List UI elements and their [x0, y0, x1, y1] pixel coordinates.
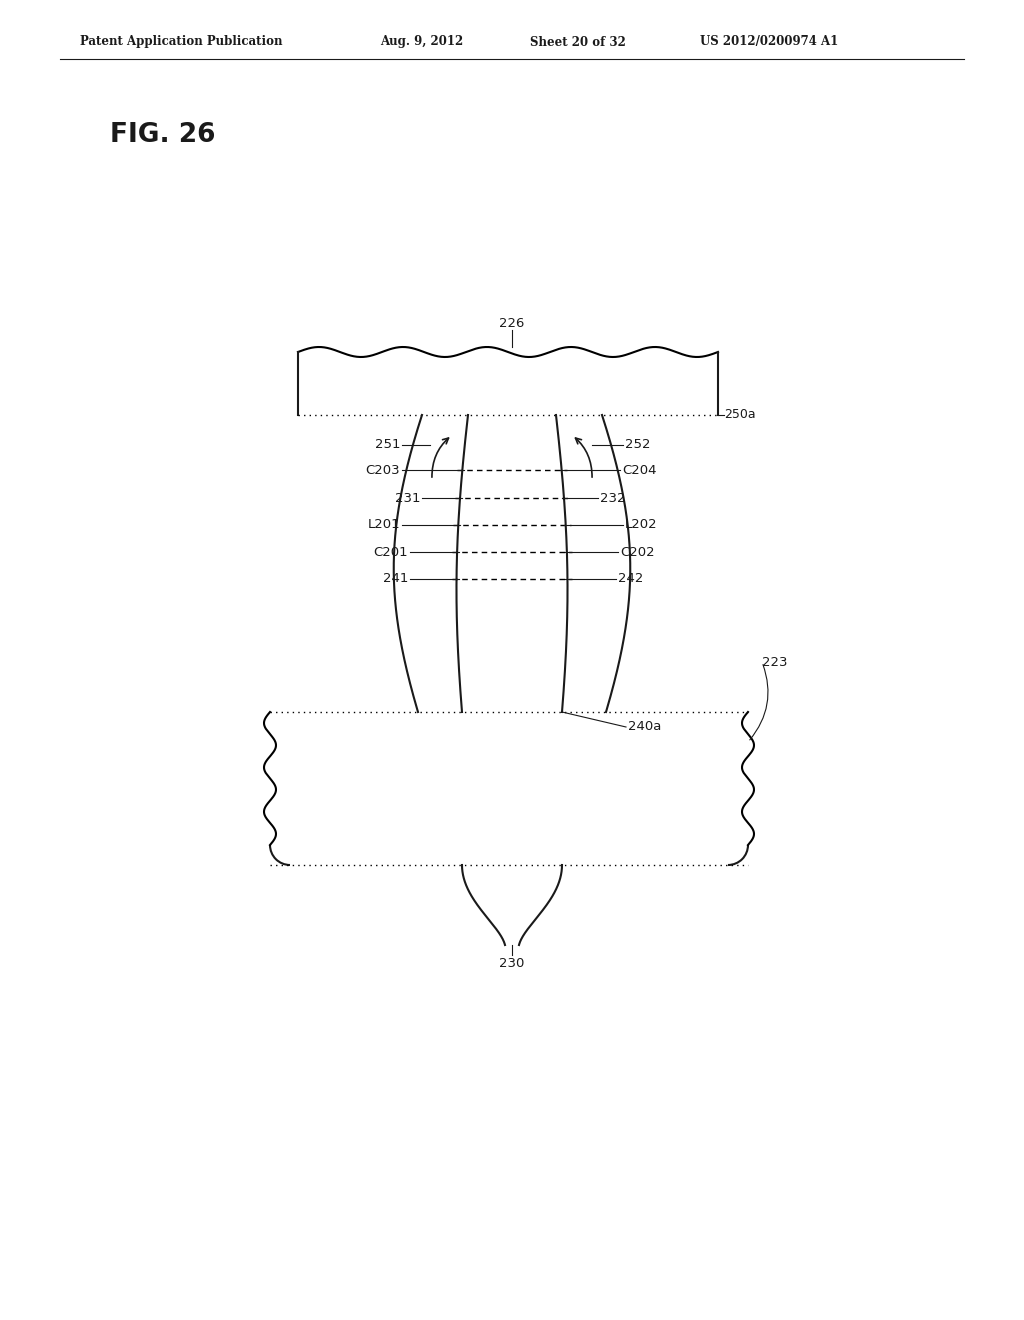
Text: L201: L201 [368, 519, 400, 532]
Text: 230: 230 [500, 957, 524, 970]
Text: 226: 226 [500, 317, 524, 330]
Text: Patent Application Publication: Patent Application Publication [80, 36, 283, 49]
Text: 250a: 250a [724, 408, 756, 421]
Text: Sheet 20 of 32: Sheet 20 of 32 [530, 36, 626, 49]
Text: 223: 223 [762, 656, 787, 668]
Text: 231: 231 [394, 491, 420, 504]
Text: L202: L202 [625, 519, 657, 532]
Text: 242: 242 [618, 573, 643, 586]
Text: 240a: 240a [628, 721, 662, 734]
Text: Aug. 9, 2012: Aug. 9, 2012 [380, 36, 463, 49]
Text: 232: 232 [600, 491, 626, 504]
Text: FIG. 26: FIG. 26 [110, 121, 215, 148]
Text: 251: 251 [375, 438, 400, 451]
Text: 252: 252 [625, 438, 650, 451]
Text: C203: C203 [366, 463, 400, 477]
Text: C202: C202 [620, 545, 654, 558]
Text: C201: C201 [374, 545, 408, 558]
Text: 241: 241 [383, 573, 408, 586]
Text: US 2012/0200974 A1: US 2012/0200974 A1 [700, 36, 839, 49]
Text: C204: C204 [622, 463, 656, 477]
